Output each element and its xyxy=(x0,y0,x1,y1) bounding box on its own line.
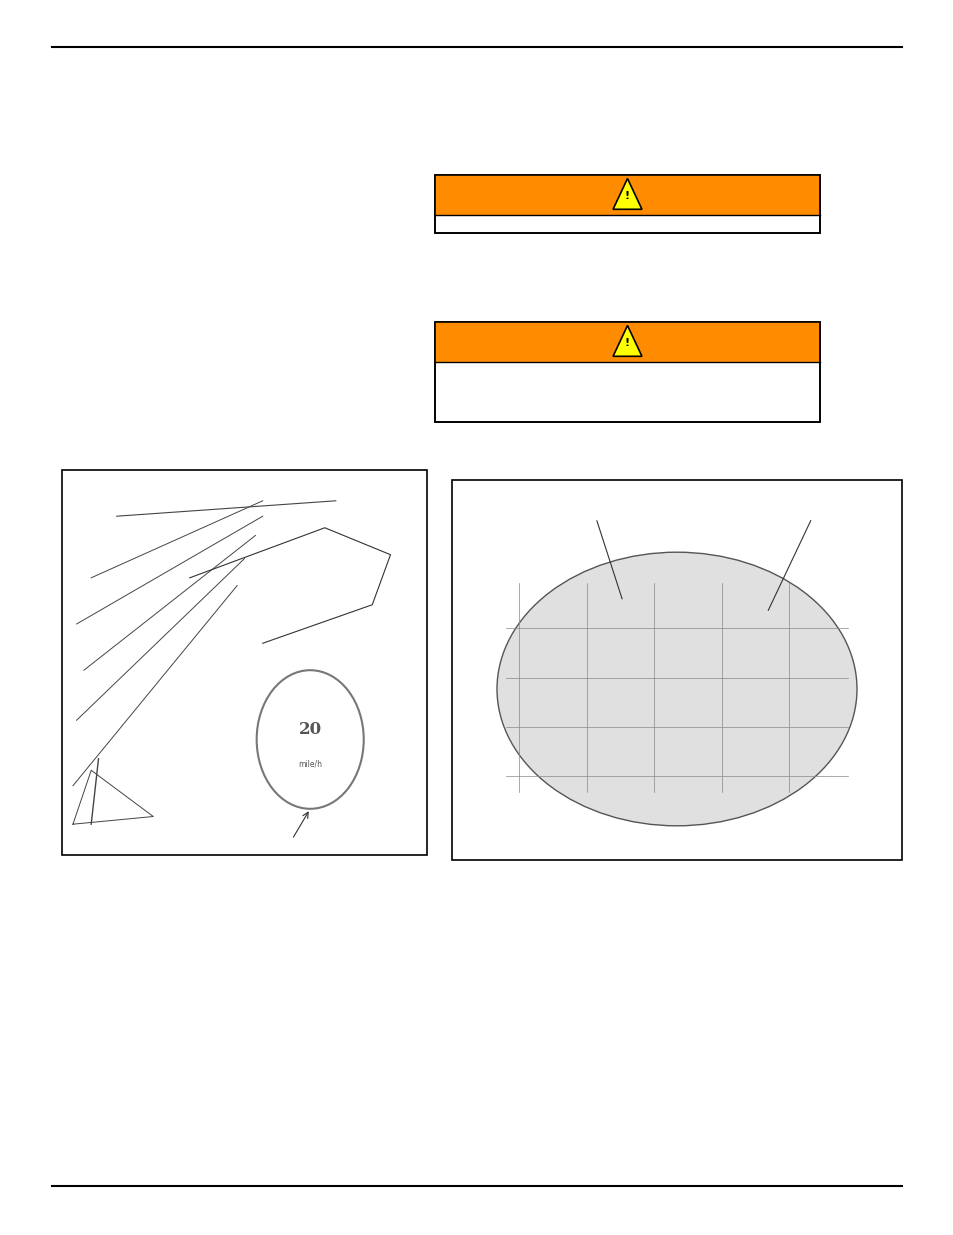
Bar xyxy=(435,322,820,422)
Text: mile/h: mile/h xyxy=(298,760,322,768)
Text: !: ! xyxy=(624,191,629,201)
Text: 20: 20 xyxy=(298,720,321,737)
Bar xyxy=(62,471,427,855)
Ellipse shape xyxy=(497,552,856,826)
Circle shape xyxy=(256,671,363,809)
Bar xyxy=(435,175,820,233)
Text: !: ! xyxy=(624,338,629,348)
Polygon shape xyxy=(613,326,641,357)
Bar xyxy=(452,480,901,860)
Bar xyxy=(435,322,820,362)
Polygon shape xyxy=(613,179,641,209)
Bar xyxy=(435,175,820,215)
Bar xyxy=(435,322,820,422)
Bar xyxy=(435,175,820,233)
